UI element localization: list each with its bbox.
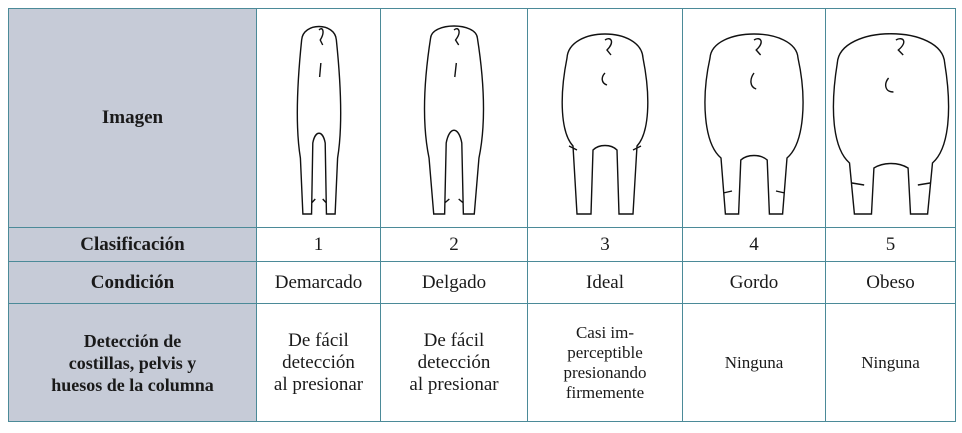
detection-row: Detección de costillas, pelvis y huesos … — [8, 303, 956, 422]
pig-drawing — [415, 18, 493, 218]
pig-drawing — [288, 18, 350, 218]
image-cell — [825, 8, 956, 228]
row-header: Condición — [8, 261, 257, 304]
row-header: Imagen — [8, 8, 257, 228]
classification-row: Clasificación 1 2 3 4 5 — [8, 227, 956, 262]
cell: 3 — [527, 227, 683, 262]
cell: Delgado — [380, 261, 528, 304]
cell: De fácil detección al presionar — [256, 303, 381, 422]
image-cell — [527, 8, 683, 228]
row-header: Clasificación — [8, 227, 257, 262]
pig-drawing — [830, 18, 952, 218]
image-row: Imagen — [8, 8, 956, 228]
image-cell — [256, 8, 381, 228]
cell: De fácil detección al presionar — [380, 303, 528, 422]
cell: Ninguna — [825, 303, 956, 422]
pig-drawing — [699, 18, 809, 218]
image-cell — [682, 8, 826, 228]
cell: Demarcado — [256, 261, 381, 304]
cell: Ideal — [527, 261, 683, 304]
cell: Gordo — [682, 261, 826, 304]
cell: Obeso — [825, 261, 956, 304]
cell: 4 — [682, 227, 826, 262]
condition-row: Condición Demarcado Delgado Ideal Gordo … — [8, 261, 956, 304]
cell: 2 — [380, 227, 528, 262]
body-condition-table: Imagen Clasificación 1 2 3 4 5 Condición… — [8, 8, 956, 422]
pig-drawing — [555, 18, 655, 218]
cell: Ninguna — [682, 303, 826, 422]
cell: 1 — [256, 227, 381, 262]
cell: 5 — [825, 227, 956, 262]
row-header: Detección de costillas, pelvis y huesos … — [8, 303, 257, 422]
cell: Casi im- perceptible presionando firmeme… — [527, 303, 683, 422]
image-cell — [380, 8, 528, 228]
